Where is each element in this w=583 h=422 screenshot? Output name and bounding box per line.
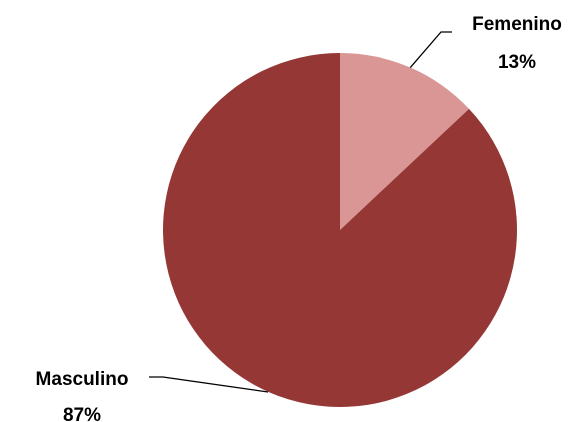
leader-line-femenino <box>409 31 452 69</box>
slice-value-masculino: 87% <box>63 405 101 422</box>
data-label-femenino: Femenino 13% <box>472 14 562 73</box>
slice-label-masculino: Masculino <box>36 369 129 390</box>
leader-line-masculino <box>149 376 269 393</box>
slice-label-femenino: Femenino <box>472 14 562 35</box>
pie-slices <box>162 53 517 407</box>
pie-slice-femenino <box>340 53 470 230</box>
leader-lines <box>149 31 452 393</box>
slice-value-femenino: 13% <box>498 52 536 73</box>
pie-slice-masculino <box>162 53 517 407</box>
data-label-masculino: Masculino 87% <box>36 369 129 422</box>
